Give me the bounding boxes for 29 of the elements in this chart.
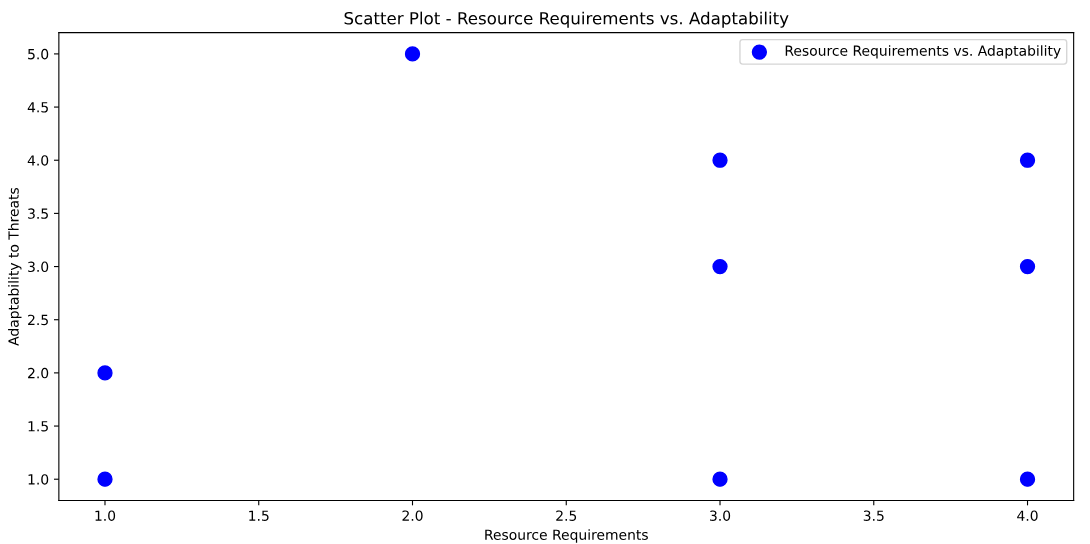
point bbox=[1019, 152, 1036, 168]
y-tick-label: 3.5 bbox=[28, 208, 48, 219]
legend-label: Resource Requirements vs. Adaptability bbox=[785, 45, 1061, 59]
x-tick-label: 1.5 bbox=[249, 510, 269, 521]
point bbox=[1019, 258, 1036, 275]
y-tick-label: 1.5 bbox=[28, 421, 48, 432]
y-tick-label: 2.5 bbox=[28, 314, 48, 326]
x-tick-label: 3.0 bbox=[710, 510, 731, 521]
x-tick-label: 4.0 bbox=[1017, 510, 1038, 521]
y-tick-label: 4.0 bbox=[27, 155, 49, 166]
chart-title: Scatter Plot - Resource Requirements vs. Adaptability bbox=[344, 11, 789, 28]
y-tick-label: 1.0 bbox=[28, 474, 49, 485]
x-axis-title: Resource Requirements bbox=[485, 529, 648, 543]
x-tick-label: 2.5 bbox=[556, 510, 577, 521]
x-tick-label: 2.0 bbox=[402, 510, 423, 521]
point bbox=[404, 46, 421, 62]
x-tick-label: 1.0 bbox=[95, 510, 116, 521]
point bbox=[712, 471, 728, 487]
point bbox=[97, 471, 113, 487]
y-tick-label: 4.5 bbox=[27, 102, 48, 113]
y-tick-label: 2.0 bbox=[28, 367, 49, 379]
x-tick-label: 3.5 bbox=[863, 510, 884, 521]
point bbox=[712, 152, 728, 168]
y-tick-label: 3.0 bbox=[28, 261, 49, 273]
y-tick-label: 5.0 bbox=[28, 48, 49, 60]
y-axis-title: Adaptability to Threats bbox=[8, 187, 22, 346]
point bbox=[712, 258, 728, 275]
point bbox=[97, 365, 113, 381]
point bbox=[1019, 471, 1036, 487]
